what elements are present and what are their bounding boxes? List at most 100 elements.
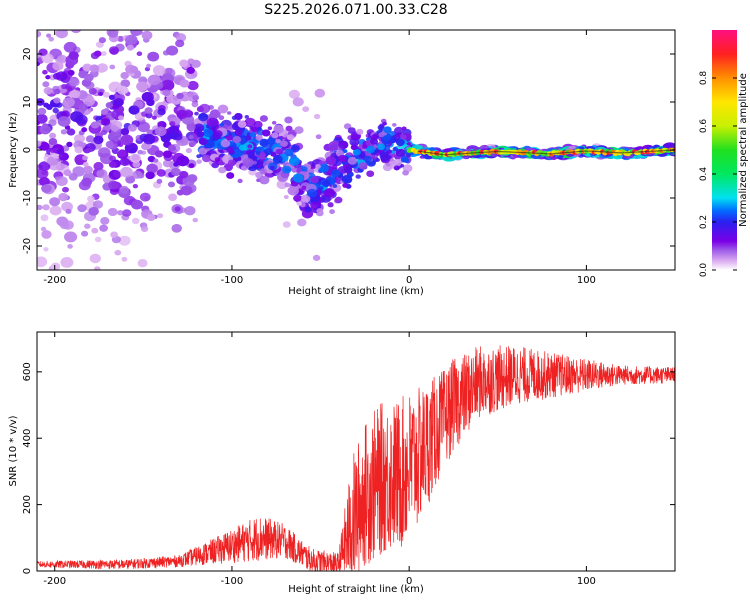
spectrogram-cell [108, 161, 117, 168]
spectrogram-cell [168, 125, 180, 135]
spectrogram-cell [288, 89, 300, 99]
spectrogram-cell [366, 145, 375, 154]
spectrogram-cell [108, 131, 121, 143]
spectrogram-ridge-core [417, 149, 674, 156]
spectrogram-cell [56, 54, 68, 64]
spectrogram-cell [54, 176, 60, 181]
spectrogram-cell [108, 30, 118, 38]
spectrogram-cell [70, 89, 81, 99]
spectrogram-cell [40, 226, 47, 232]
spectrogram-cell [350, 144, 358, 150]
spectrogram-cell [300, 194, 311, 203]
spectrogram-cell [263, 148, 272, 156]
spectrogram-cell [81, 127, 88, 133]
spectrogram-cell [316, 208, 324, 214]
spectrogram-cell [198, 113, 209, 122]
spectrogram-x-tick-label: -100 [221, 275, 244, 286]
spectrogram-cell [321, 179, 331, 188]
spectrogram-cell [202, 154, 211, 163]
spectrogram-cell [315, 164, 321, 169]
spectrogram-cell [53, 88, 61, 95]
spectrogram-cell [307, 188, 318, 198]
spectrogram-cell [157, 213, 164, 219]
spectrogram-heat-layer [37, 5, 675, 270]
spectrogram-cell [331, 169, 341, 178]
spectrogram-cell [88, 87, 97, 95]
spectrogram-x-tick-label: -200 [43, 275, 66, 286]
spectrogram-cell [406, 141, 412, 146]
spectrogram-cell [74, 146, 83, 154]
spectrogram-cell [332, 184, 338, 188]
spectrogram-cell [347, 127, 356, 134]
spectrogram-cell [41, 230, 52, 239]
spectrogram-cell [136, 30, 143, 35]
spectrogram-cell [70, 30, 82, 34]
snr-x-tick-label: 100 [577, 576, 596, 587]
spectrogram-cell [188, 140, 197, 147]
spectrogram-cell [94, 266, 101, 270]
spectrogram-cell [141, 30, 153, 40]
spectrogram-cell [344, 166, 353, 174]
spectrogram-cell [57, 116, 71, 127]
spectrogram-cell [259, 168, 267, 175]
spectrogram-cell [118, 143, 124, 147]
spectrogram-cell [212, 132, 222, 140]
spectrogram-cell [247, 144, 253, 149]
spectrogram-y-tick-label: -20 [22, 238, 33, 254]
spectrogram-y-label: Frequency (Hz) [8, 112, 19, 188]
spectrogram-cell [286, 134, 295, 141]
spectrogram-cell [37, 256, 48, 268]
spectrogram-cell [107, 207, 118, 217]
snr-x-tick-label: -100 [221, 576, 244, 587]
spectrogram-cell [161, 79, 175, 91]
spectrogram-cell [39, 141, 50, 151]
spectrogram-cell [48, 119, 57, 127]
colorbar-tick-label: 0.8 [699, 71, 709, 86]
spectrogram-cell [99, 224, 108, 232]
spectrogram-cell [137, 259, 148, 268]
spectrogram-cell [342, 183, 348, 188]
spectrogram-cell [401, 126, 407, 131]
spectrogram-cell [100, 217, 110, 225]
spectrogram-cell [55, 5, 62, 11]
spectrogram-cell [117, 210, 124, 216]
spectrogram-cell [280, 140, 288, 147]
spectrogram-cell [188, 134, 194, 140]
spectrogram-cell [394, 126, 404, 135]
spectrogram-cell [48, 138, 58, 145]
spectrogram-cell [297, 218, 307, 227]
spectrogram-x-tick-label: 0 [406, 275, 412, 286]
spectrogram-cell [117, 149, 129, 159]
spectrogram-cell [324, 188, 335, 198]
spectrogram-cell [141, 91, 154, 103]
spectrogram-cell [187, 174, 198, 183]
spectrogram-cell [81, 230, 89, 237]
spectrogram-cell [37, 30, 42, 38]
colorbar-tick-label: 0.6 [699, 119, 709, 134]
spectrogram-cell [121, 256, 128, 262]
spectrogram-cell [558, 154, 564, 158]
spectrogram-cell [48, 36, 54, 42]
spectrogram-cell [153, 158, 159, 163]
spectrogram-cell [282, 165, 292, 174]
snr-frame [36, 331, 676, 572]
spectrogram-cell [60, 129, 68, 135]
spectrogram-cell [237, 178, 243, 184]
spectrogram-cell [400, 134, 407, 140]
spectrogram-cell [39, 125, 51, 135]
spectrogram-cell [46, 33, 52, 38]
spectrogram-cell [218, 166, 227, 174]
spectrogram-cell [85, 135, 95, 143]
spectrogram-cell [137, 149, 143, 155]
spectrogram-cell [167, 144, 176, 152]
spectrogram-cell [63, 169, 72, 176]
spectrogram-cell [327, 202, 334, 208]
spectrogram-cell [291, 145, 300, 153]
spectrogram-y-tick-label: 10 [22, 96, 33, 109]
spectrogram-cell [187, 80, 199, 91]
spectrogram-cell [156, 169, 166, 177]
spectrogram-cell [179, 59, 189, 67]
spectrogram-cell [196, 154, 202, 159]
spectrogram-cell [293, 194, 302, 202]
spectrogram-cell [60, 257, 74, 268]
